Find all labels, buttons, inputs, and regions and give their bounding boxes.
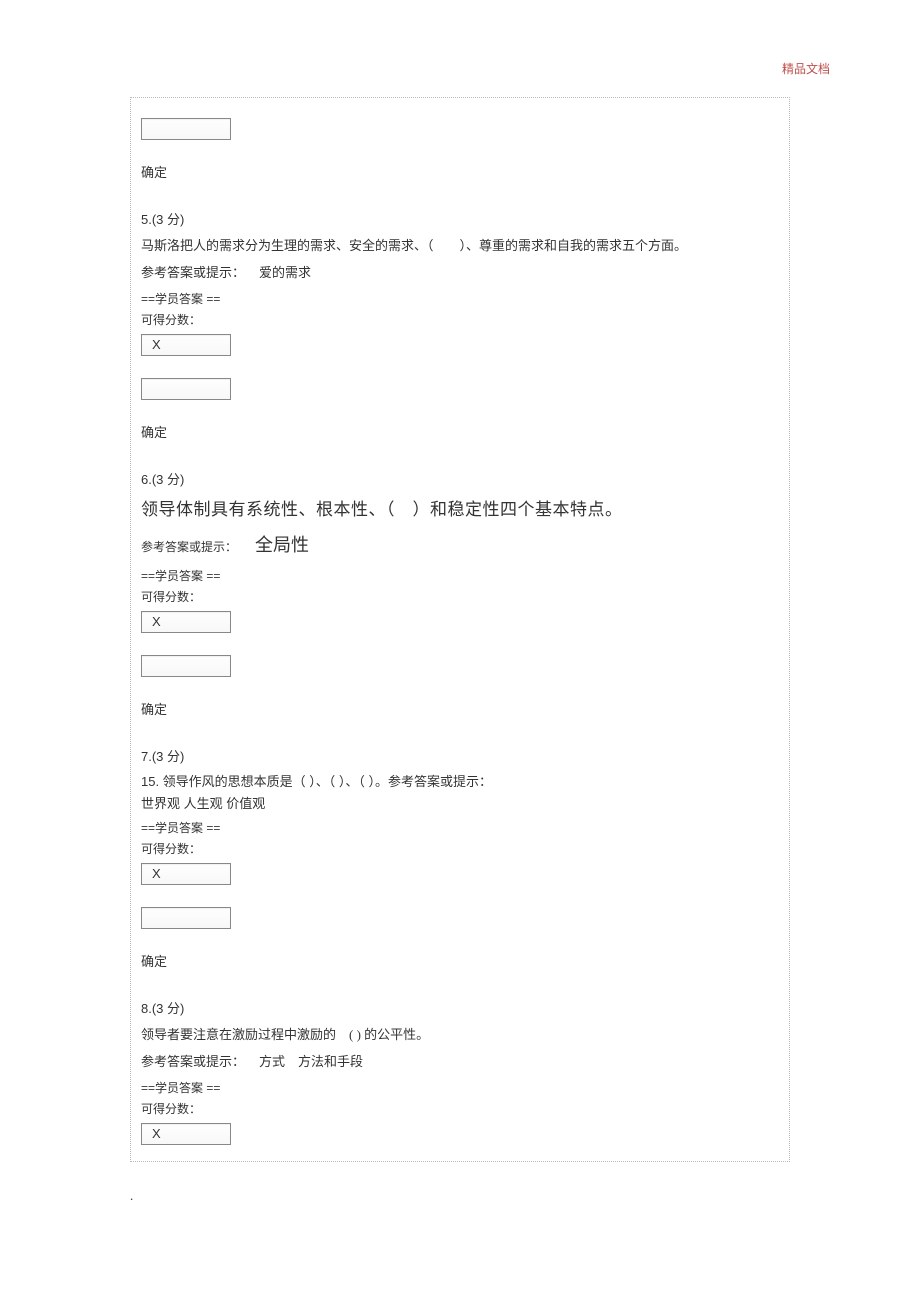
input-box[interactable] [141, 378, 231, 400]
ref-value: 全局性 [255, 535, 309, 555]
ref-value: 爱的需求 [259, 265, 311, 280]
student-answer-label: ==学员答案 == [141, 1079, 779, 1096]
question-block-8: 8.(3 分) 领导者要注意在激励过程中激励的 ( ) 的公平性。 参考答案或提… [141, 998, 779, 1145]
ref-prefix: 参考答案或提示： [141, 540, 237, 554]
header-watermark: 精品文档 [0, 0, 920, 97]
reference-answer: 参考答案或提示： 方式 方法和手段 [141, 1050, 779, 1075]
student-answer-label: ==学员答案 == [141, 819, 779, 836]
input-box-x[interactable]: X [141, 863, 231, 885]
footer-dot: . [130, 1188, 920, 1204]
input-box[interactable] [141, 118, 231, 140]
content-area: 确定 5.(3 分) 马斯洛把人的需求分为生理的需求、安全的需求、（ ）、尊重的… [130, 97, 790, 1162]
question-text: 领导体制具有系统性、根本性、（ ）和稳定性四个基本特点。 [141, 494, 779, 526]
student-answer-label: ==学员答案 == [141, 290, 779, 307]
confirm-label: 确定 [141, 951, 779, 970]
question-block-5: 5.(3 分) 马斯洛把人的需求分为生理的需求、安全的需求、（ ）、尊重的需求和… [141, 209, 779, 441]
confirm-label: 确定 [141, 422, 779, 441]
question-text: 领导者要注意在激励过程中激励的 ( ) 的公平性。 [141, 1023, 779, 1046]
ref-prefix: 参考答案或提示： [141, 265, 245, 280]
reference-answer: 参考答案或提示： 全局性 [141, 528, 779, 562]
input-box[interactable] [141, 907, 231, 929]
input-box[interactable] [141, 655, 231, 677]
score-label: 可得分数： [141, 1100, 779, 1117]
question-text: 15. 领导作风的思想本质是（ ）、（ ）、（ ）。参考答案或提示： 世界观 人… [141, 771, 501, 815]
confirm-label: 确定 [141, 699, 779, 718]
confirm-label: 确定 [141, 162, 779, 181]
question-number: 7.(3 分) [141, 746, 779, 765]
question-block-continuation: 确定 [141, 118, 779, 181]
input-box-x[interactable]: X [141, 611, 231, 633]
question-block-7: 7.(3 分) 15. 领导作风的思想本质是（ ）、（ ）、（ ）。参考答案或提… [141, 746, 779, 970]
reference-answer: 参考答案或提示： 爱的需求 [141, 261, 779, 286]
score-label: 可得分数： [141, 311, 779, 328]
student-answer-label: ==学员答案 == [141, 567, 779, 584]
input-box-x[interactable]: X [141, 1123, 231, 1145]
question-number: 5.(3 分) [141, 209, 779, 228]
question-text: 马斯洛把人的需求分为生理的需求、安全的需求、（ ）、尊重的需求和自我的需求五个方… [141, 234, 779, 257]
question-block-6: 6.(3 分) 领导体制具有系统性、根本性、（ ）和稳定性四个基本特点。 参考答… [141, 469, 779, 717]
question-number: 6.(3 分) [141, 469, 779, 488]
ref-value: 方式 方法和手段 [259, 1054, 363, 1069]
ref-prefix: 参考答案或提示： [141, 1054, 245, 1069]
question-number: 8.(3 分) [141, 998, 779, 1017]
score-label: 可得分数： [141, 840, 779, 857]
score-label: 可得分数： [141, 588, 779, 605]
input-box-x[interactable]: X [141, 334, 231, 356]
